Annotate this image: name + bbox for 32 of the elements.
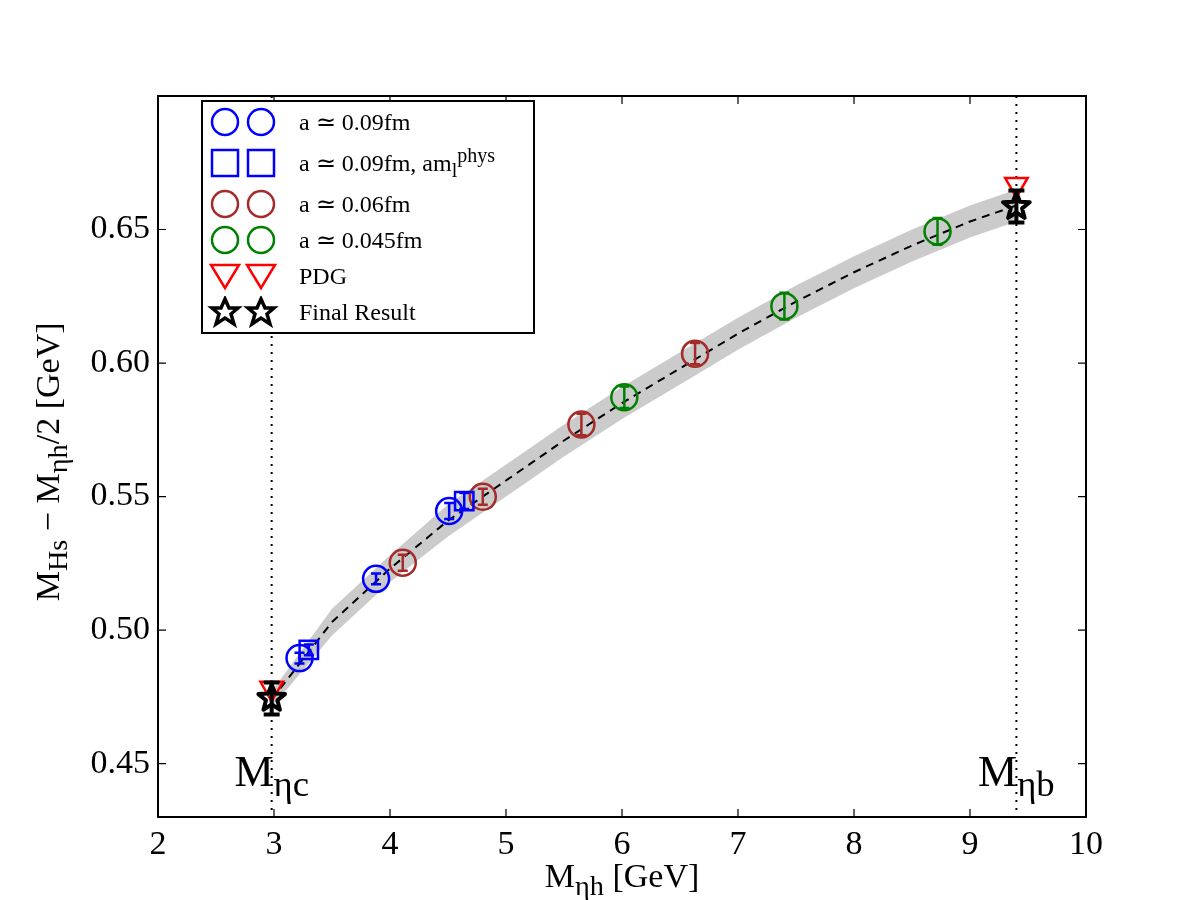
- point: [567, 410, 596, 439]
- y-tick-label: 0.65: [90, 208, 150, 246]
- legend-label: a ≃ 0.045fm: [299, 226, 423, 254]
- point: [361, 564, 391, 594]
- point: [680, 339, 710, 368]
- x-tick-label: 4: [381, 824, 399, 862]
- ref-line-label: M$_{ηc}$: [233, 747, 310, 806]
- x-tick-label: 9: [961, 824, 979, 862]
- legend-label: a ≃ 0.09fm: [299, 108, 411, 136]
- x-tick-label: 8: [845, 824, 863, 862]
- y-tick-label: 0.55: [90, 475, 150, 513]
- y-tick-label: 0.50: [90, 609, 150, 646]
- legend-label: Final Result: [299, 298, 416, 326]
- point: [388, 548, 418, 578]
- legend-label: PDG: [299, 262, 348, 290]
- point: [468, 482, 498, 512]
- point: [610, 382, 639, 412]
- point: [770, 291, 799, 321]
- point: [285, 643, 314, 673]
- ref-line-label: M$_{ηb}$: [977, 747, 1056, 806]
- x-tick-label: 3: [265, 824, 283, 862]
- point: [256, 682, 287, 712]
- x-tick-label: 5: [497, 824, 515, 862]
- x-tick-label: 2: [149, 824, 167, 862]
- legend-label: a ≃ 0.06fm: [299, 190, 411, 218]
- point: [1001, 190, 1032, 220]
- x-tick-label: 10: [1069, 824, 1103, 862]
- point: [923, 217, 952, 246]
- y-tick-label: 0.45: [90, 742, 150, 780]
- y-tick-label: 0.60: [90, 341, 150, 379]
- x-tick-label: 7: [729, 824, 747, 862]
- point: [434, 496, 464, 526]
